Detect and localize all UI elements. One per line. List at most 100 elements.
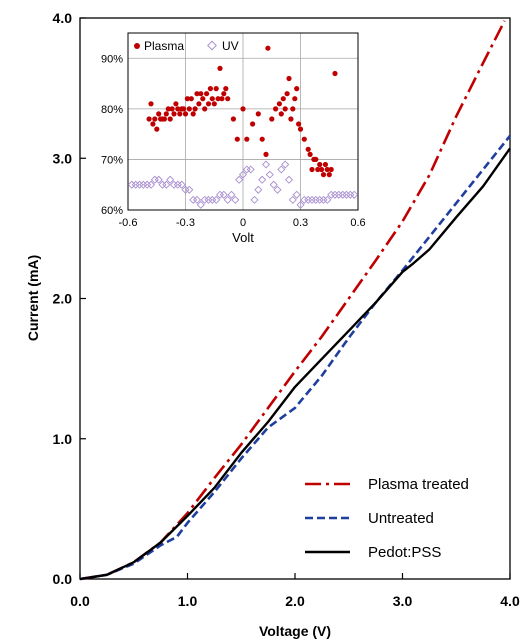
inset-point-plasma (150, 121, 156, 127)
y-tick-label: 0.0 (53, 571, 73, 587)
x-tick-label: 0.0 (70, 593, 90, 609)
inset-legend-swatch-uv (207, 40, 217, 51)
inset-point-uv (292, 190, 301, 199)
inset-point-plasma (148, 101, 154, 107)
inset-point-plasma (244, 136, 250, 142)
inset-axis-ticks: -0.6 -0.3 0 0.3 0.6 60% 70% 80% 90% (101, 53, 366, 229)
inset-point-plasma (181, 106, 187, 112)
inset-y-tick-label: 80% (101, 104, 123, 116)
inset-point-uv (281, 160, 290, 169)
inset-point-plasma (255, 111, 261, 117)
inset-point-plasma (219, 96, 225, 102)
inset-point-uv (288, 195, 297, 204)
inset-point-plasma (169, 106, 175, 112)
inset-series-group (127, 45, 359, 209)
inset-point-plasma (230, 116, 236, 122)
y-tick-label: 2.0 (53, 291, 73, 307)
inset-x-tick-label: 0.3 (293, 217, 308, 229)
inset-point-plasma (315, 166, 321, 173)
inset-point-uv (350, 190, 359, 199)
inset-point-uv (231, 195, 240, 204)
inset-point-uv (185, 185, 194, 194)
inset-point-plasma (175, 106, 181, 112)
inset-point-uv (146, 180, 156, 189)
inset-point-plasma (297, 126, 304, 132)
inset-point-plasma (171, 111, 177, 117)
inset-point-uv (223, 195, 232, 204)
inset-point-uv (192, 195, 202, 204)
inset-point-plasma (288, 116, 294, 122)
inset-point-uv (261, 160, 271, 169)
inset-point-plasma (204, 91, 210, 97)
inset-point-uv (238, 170, 248, 179)
legend-label-untreated: Untreated (368, 510, 434, 527)
legend-label-plasma-treated: Plasma treated (368, 476, 469, 493)
inset-point-plasma (240, 106, 246, 112)
inset-point-plasma (173, 101, 179, 107)
inset-point-plasma (217, 65, 223, 71)
inset-point-plasma (332, 70, 338, 77)
inset-point-plasma (290, 106, 296, 112)
inset-point-plasma (200, 96, 206, 102)
inset-point-plasma (250, 121, 256, 127)
inset-y-tick-label: 70% (101, 154, 123, 166)
x-axis-title: Voltage (V) (259, 623, 331, 639)
inset-point-plasma (146, 116, 152, 122)
y-tick-label: 4.0 (53, 10, 73, 26)
inset-chart: -0.6 -0.3 0 0.3 0.6 60% 70% 80% 90% Volt Plasma … (101, 32, 366, 245)
inset-point-uv (284, 175, 294, 184)
inset-point-uv (258, 175, 267, 184)
main-axis-ticks: 0.0 1.0 2.0 3.0 4.0 0.0 1.0 2.0 3.0 4.0 (53, 10, 520, 609)
inset-point-uv (162, 180, 171, 189)
inset-point-plasma (309, 166, 315, 173)
inset-point-uv (265, 170, 274, 179)
inset-point-plasma (286, 75, 292, 82)
inset-legend: Plasma UV (134, 39, 239, 53)
inset-point-plasma (307, 151, 313, 157)
inset-point-uv (235, 175, 244, 184)
inset-point-plasma (207, 86, 213, 92)
inset-point-plasma (161, 116, 167, 122)
inset-point-plasma (296, 121, 302, 127)
legend-label-pedot-pss: Pedot:PSS (368, 544, 441, 561)
inset-x-tick-label: 0 (240, 217, 246, 229)
inset-point-uv (277, 165, 286, 174)
y-tick-label: 3.0 (53, 150, 73, 166)
inset-point-plasma (313, 156, 319, 162)
inset-point-plasma (163, 111, 169, 117)
x-tick-label: 3.0 (393, 593, 413, 609)
inset-legend-label-uv: UV (222, 39, 239, 53)
inset-point-plasma (177, 111, 183, 117)
inset-point-uv (219, 190, 228, 199)
inset-point-uv (154, 175, 163, 184)
inset-point-uv (196, 200, 205, 209)
inset-x-tick-label: 0.6 (350, 217, 365, 229)
inset-point-plasma (294, 86, 300, 92)
inset-point-plasma (326, 172, 332, 178)
inset-point-plasma (265, 45, 271, 51)
inset-x-tick-label: -0.6 (119, 217, 138, 229)
inset-point-plasma (234, 136, 240, 142)
inset-point-plasma (165, 106, 171, 112)
main-legend: Plasma treated Untreated Pedot:PSS (305, 476, 469, 561)
inset-point-uv (273, 185, 282, 194)
inset-point-plasma (317, 161, 323, 168)
inset-point-plasma (215, 96, 221, 102)
inset-point-plasma (322, 161, 328, 168)
inset-point-uv (166, 175, 175, 184)
inset-point-plasma (328, 166, 334, 173)
inset-point-plasma (209, 96, 215, 102)
inset-point-plasma (320, 172, 327, 178)
x-tick-label: 1.0 (178, 593, 198, 609)
inset-point-plasma (284, 91, 290, 97)
inset-point-plasma (301, 136, 307, 142)
inset-point-plasma (305, 146, 311, 152)
inset-point-uv (177, 180, 186, 189)
inset-point-plasma (202, 106, 208, 112)
x-tick-label: 2.0 (285, 593, 305, 609)
inset-legend-label-plasma: Plasma (144, 39, 184, 53)
inset-x-tick-label: -0.3 (176, 217, 195, 229)
inset-x-axis-title: Volt (232, 230, 254, 245)
inset-point-plasma (167, 116, 173, 122)
